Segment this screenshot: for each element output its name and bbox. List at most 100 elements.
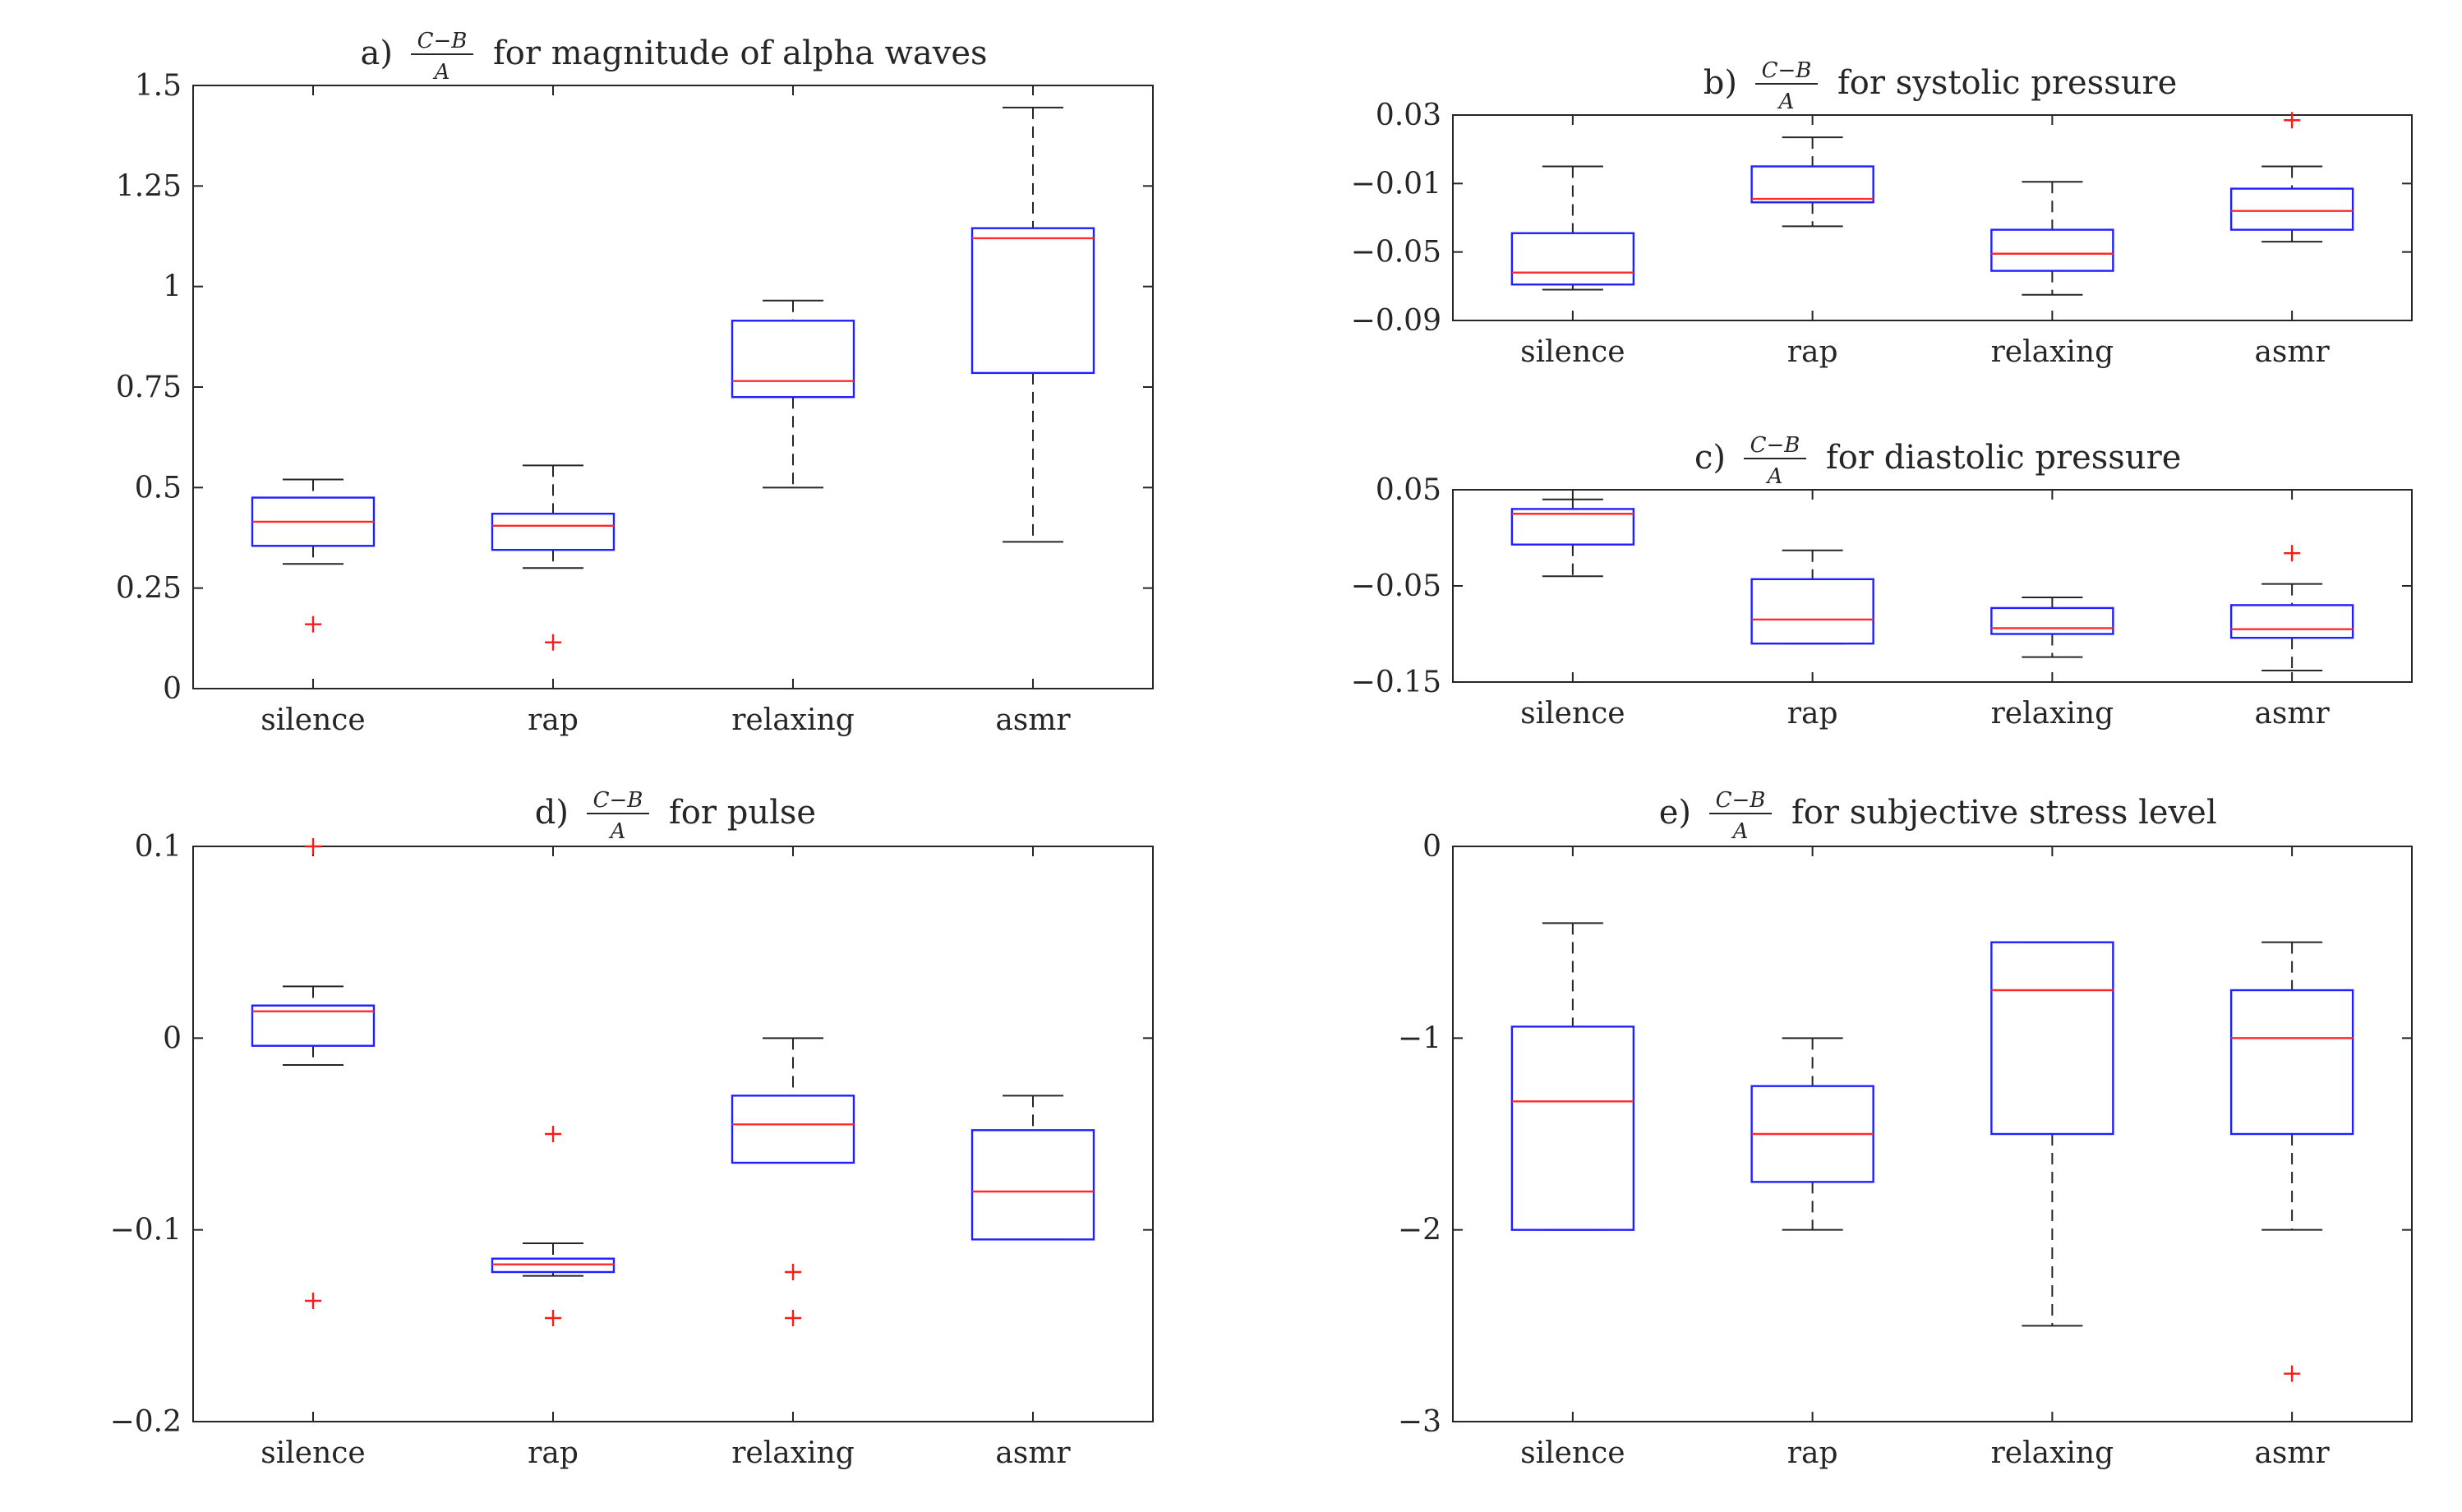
- panel-c-box-asmr: [2229, 604, 2354, 639]
- panel-c-ytick-label: −0.05: [1351, 569, 1441, 603]
- panel-c-axes-frame: [1452, 489, 2413, 683]
- panel-c-title-denominator: A: [1766, 464, 1783, 489]
- panel-c-title-numerator: C−B: [1750, 433, 1800, 458]
- panel-e-ytick-label: −3: [1398, 1405, 1441, 1439]
- panel-d-category-label-asmr: asmr: [995, 1436, 1071, 1470]
- panel-c-box-relaxing: [1990, 606, 2114, 635]
- panel-b-ytick-label: 0.03: [1376, 99, 1441, 132]
- panel-c-title-prefix: c): [1694, 439, 1726, 477]
- panel-c-category-label-silence: silence: [1520, 697, 1625, 731]
- panel-a-category-label-silence: silence: [260, 703, 365, 737]
- panel-a-category-label-rap: rap: [528, 703, 579, 737]
- panel-a-outlier-rap: [545, 634, 561, 651]
- panel-e-box-asmr: [2229, 989, 2354, 1136]
- panel-b-outlier-asmr: [2284, 112, 2301, 129]
- panel-d-ytick-label: −0.2: [110, 1405, 182, 1439]
- panel-a-title-numerator: C−B: [417, 29, 468, 53]
- panel-a-ytick-label: 1: [163, 270, 182, 304]
- panel-e-axes-frame: [1452, 846, 2413, 1422]
- panel-a-category-label-relaxing: relaxing: [731, 703, 855, 737]
- panel-a-ytick-label: 1.5: [135, 69, 182, 103]
- panel-e-category-label-silence: silence: [1520, 1436, 1625, 1470]
- panel-e-box-silence: [1510, 1026, 1635, 1231]
- panel-b-ytick-label: −0.05: [1351, 236, 1441, 270]
- panel-a-ytick-label: 0.5: [135, 471, 182, 505]
- panel-e-title-denominator: A: [1731, 819, 1749, 844]
- panel-d-box-relaxing: [731, 1095, 855, 1164]
- panel-c-category-label-relaxing: relaxing: [1991, 697, 2114, 731]
- panel-d-outlier-silence: [305, 1293, 321, 1309]
- panel-c-category-label-asmr: asmr: [2254, 697, 2330, 731]
- panel-d-box-asmr: [971, 1129, 1095, 1241]
- panel-a-box-relaxing: [731, 320, 855, 399]
- panel-d-title-prefix: d): [535, 794, 569, 832]
- panel-a-ytick-label: 1.25: [116, 169, 182, 203]
- panel-b-category-label-rap: rap: [1787, 335, 1838, 369]
- panel-b-category-label-silence: silence: [1520, 335, 1625, 369]
- panel-d-outlier-rap: [545, 1310, 561, 1326]
- panel-e-title-suffix: for subjective stress level: [1791, 794, 2217, 832]
- panel-a-box-asmr: [971, 227, 1095, 375]
- panel-c-ytick-label: 0.05: [1376, 473, 1441, 507]
- panel-c-diastolic-pressure: c) C−B A for diastolic pressure −0.15 −0.…: [1351, 433, 2413, 731]
- panel-b-title-numerator: C−B: [1762, 58, 1812, 83]
- panel-e-outlier-asmr: [2284, 1365, 2301, 1382]
- panel-d-category-label-rap: rap: [528, 1436, 579, 1470]
- panel-b-category-label-asmr: asmr: [2254, 335, 2330, 369]
- panel-d-axes-frame: [192, 846, 1154, 1422]
- panel-d-outlier-rap: [545, 1126, 561, 1142]
- panel-e-subjective-stress: e) C−B A for subjective stress level −3 −…: [1398, 788, 2413, 1470]
- panel-d-category-label-silence: silence: [260, 1436, 365, 1470]
- panel-a-ytick-label: 0.75: [116, 371, 182, 404]
- panel-b-box-relaxing: [1990, 228, 2114, 272]
- panel-e-title-prefix: e): [1659, 794, 1691, 832]
- panel-d-category-label-relaxing: relaxing: [731, 1436, 855, 1470]
- panel-d-outlier-relaxing: [785, 1264, 801, 1280]
- panel-b-title-prefix: b): [1704, 64, 1737, 102]
- panel-e-ytick-label: −1: [1398, 1021, 1441, 1055]
- panel-b-box-rap: [1750, 165, 1874, 204]
- panel-b-box-asmr: [2229, 187, 2354, 231]
- panel-b-ytick-label: −0.09: [1351, 304, 1441, 338]
- panel-b-box-silence: [1510, 232, 1635, 286]
- panel-c-box-silence: [1510, 508, 1635, 546]
- panel-b-title-suffix: for systolic pressure: [1837, 64, 2177, 102]
- panel-d-outlier-relaxing: [785, 1310, 801, 1326]
- panel-d-outlier-silence: [305, 838, 321, 855]
- panel-d-ytick-label: −0.1: [110, 1214, 182, 1247]
- panel-b-axes-frame: [1452, 114, 2413, 321]
- panel-d-title-denominator: A: [609, 819, 626, 844]
- panel-a-outlier-silence: [305, 615, 321, 633]
- panel-e-box-relaxing: [1990, 941, 2114, 1136]
- panel-c-category-label-rap: rap: [1787, 697, 1838, 731]
- panel-a-axes-frame: [192, 85, 1154, 689]
- panel-a-title-denominator: A: [433, 60, 450, 85]
- panel-e-category-label-relaxing: relaxing: [1991, 1436, 2114, 1470]
- panel-d-pulse: d) C−B A for pulse −0.2 −0.1 0 0.1 silence ra…: [110, 788, 1154, 1470]
- panel-a-title-prefix: a): [361, 35, 393, 72]
- panel-c-title-suffix: for diastolic pressure: [1826, 439, 2181, 477]
- panel-a-category-label-asmr: asmr: [995, 703, 1071, 737]
- panel-b-category-label-relaxing: relaxing: [1991, 335, 2114, 369]
- panel-a-ytick-label: 0: [163, 672, 182, 706]
- panel-a-alpha-waves: a) C−B A for magnitude of alpha waves 0 0…: [116, 29, 1154, 737]
- panel-e-ytick-label: 0: [1422, 830, 1441, 864]
- panel-d-title-suffix: for pulse: [669, 794, 816, 832]
- panel-b-title-denominator: A: [1777, 90, 1795, 114]
- panel-c-box-rap: [1750, 578, 1874, 645]
- panel-d-ytick-label: 0: [163, 1021, 182, 1055]
- panel-a-ytick-label: 0.25: [116, 572, 182, 606]
- panel-d-ytick-label: 0.1: [135, 830, 182, 864]
- panel-d-box-silence: [251, 1004, 376, 1047]
- panel-e-category-label-rap: rap: [1787, 1436, 1838, 1470]
- panel-a-box-rap: [491, 512, 616, 551]
- panel-a-title-suffix: for magnitude of alpha waves: [493, 35, 988, 72]
- panel-b-ytick-label: −0.01: [1351, 167, 1441, 201]
- panel-c-ytick-label: −0.15: [1351, 666, 1441, 699]
- panel-c-outlier-asmr: [2284, 545, 2301, 562]
- panel-e-title-numerator: C−B: [1716, 788, 1766, 813]
- panel-e-category-label-asmr: asmr: [2254, 1436, 2330, 1470]
- panel-b-systolic-pressure: b) C−B A for systolic pressure −0.09 −0.0…: [1351, 58, 2413, 369]
- panel-d-title-numerator: C−B: [593, 788, 643, 813]
